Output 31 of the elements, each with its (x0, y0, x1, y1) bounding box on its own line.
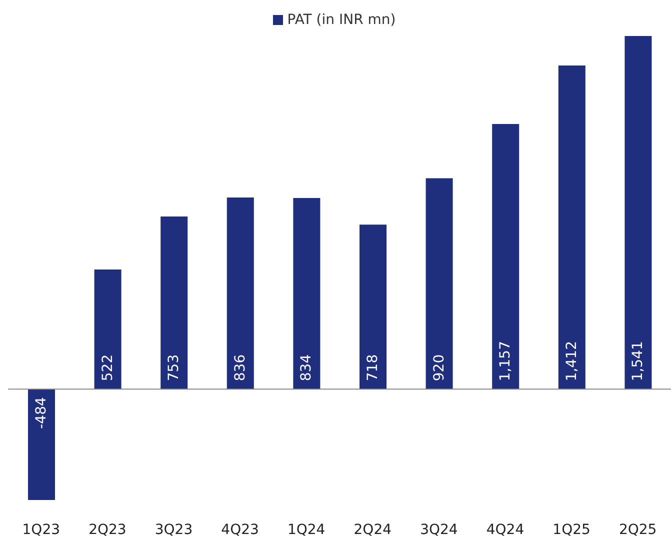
x-tick-label: 1Q25 (552, 522, 590, 538)
bar (160, 216, 188, 390)
data-label: 718 (365, 354, 381, 382)
data-label: 1,412 (564, 341, 580, 382)
bar (558, 66, 586, 390)
bar (426, 178, 453, 390)
bar (293, 198, 320, 390)
data-label: 920 (431, 354, 448, 382)
x-tick-label: 4Q23 (221, 522, 259, 538)
bar (492, 124, 520, 390)
bar (28, 389, 55, 500)
x-tick-label: 3Q23 (154, 522, 193, 538)
bar (360, 224, 386, 390)
data-label: 834 (298, 354, 315, 382)
data-label: 1,157 (498, 341, 514, 382)
x-tick-label: 2Q23 (88, 522, 126, 538)
x-tick-label: 2Q25 (618, 522, 657, 538)
bar (226, 198, 254, 390)
data-label: 522 (100, 354, 116, 382)
data-label: -484 (34, 397, 50, 429)
data-label: 836 (232, 354, 248, 382)
data-label: 753 (166, 354, 182, 382)
x-tick-label: 1Q23 (22, 522, 60, 538)
data-label: 1,541 (630, 341, 646, 382)
x-tick-label: 3Q24 (420, 522, 458, 538)
x-tick-label: 2Q24 (354, 522, 392, 538)
x-tick-label: 1Q24 (287, 522, 326, 538)
bar (624, 36, 652, 390)
bar (94, 269, 122, 390)
x-tick-label: 4Q24 (486, 522, 524, 538)
legend-label: PAT (in INR mn) (287, 12, 396, 28)
